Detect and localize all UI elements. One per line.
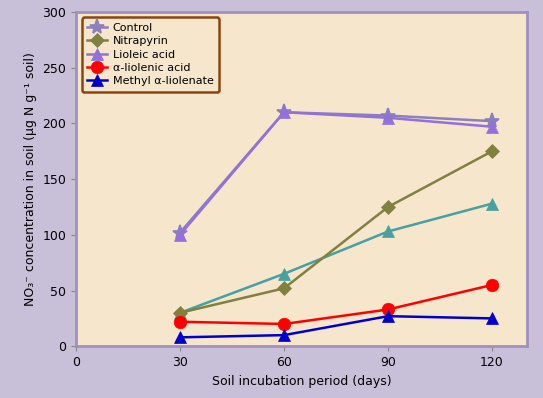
X-axis label: Soil incubation period (days): Soil incubation period (days) <box>212 375 391 388</box>
Line: α-liolenic acid: α-liolenic acid <box>174 279 498 330</box>
Methyl α-liolenate <box>489 316 495 321</box>
Lioleic acid <box>385 115 392 120</box>
Lioleic acid <box>489 124 495 129</box>
Nitrapyrin <box>281 286 287 291</box>
Line: Lioleic acid: Lioleic acid <box>174 106 498 241</box>
Methyl α-liolenate <box>177 335 184 340</box>
Line: Methyl α-liolenate: Methyl α-liolenate <box>174 310 498 343</box>
Control <box>281 110 287 115</box>
Nitrapyrin <box>385 205 392 209</box>
Control <box>177 230 184 235</box>
Lioleic acid <box>281 110 287 115</box>
Line: Control: Control <box>172 105 500 240</box>
Nitrapyrin <box>489 149 495 154</box>
Y-axis label: NO₃⁻ concentration in soil (μg N g⁻¹ soil): NO₃⁻ concentration in soil (μg N g⁻¹ soi… <box>24 52 37 306</box>
Nitrapyrin <box>177 310 184 315</box>
Lioleic acid <box>177 232 184 237</box>
Control <box>385 113 392 118</box>
α-liolenic acid <box>489 283 495 287</box>
α-liolenic acid <box>177 319 184 324</box>
α-liolenic acid <box>385 307 392 312</box>
Legend: Control, Nitrapyrin, Lioleic acid, α-liolenic acid, Methyl α-liolenate: Control, Nitrapyrin, Lioleic acid, α-lio… <box>81 18 219 92</box>
Control <box>489 119 495 123</box>
α-liolenic acid <box>281 322 287 326</box>
Methyl α-liolenate <box>385 314 392 318</box>
Line: Nitrapyrin: Nitrapyrin <box>175 146 497 318</box>
Methyl α-liolenate <box>281 333 287 338</box>
